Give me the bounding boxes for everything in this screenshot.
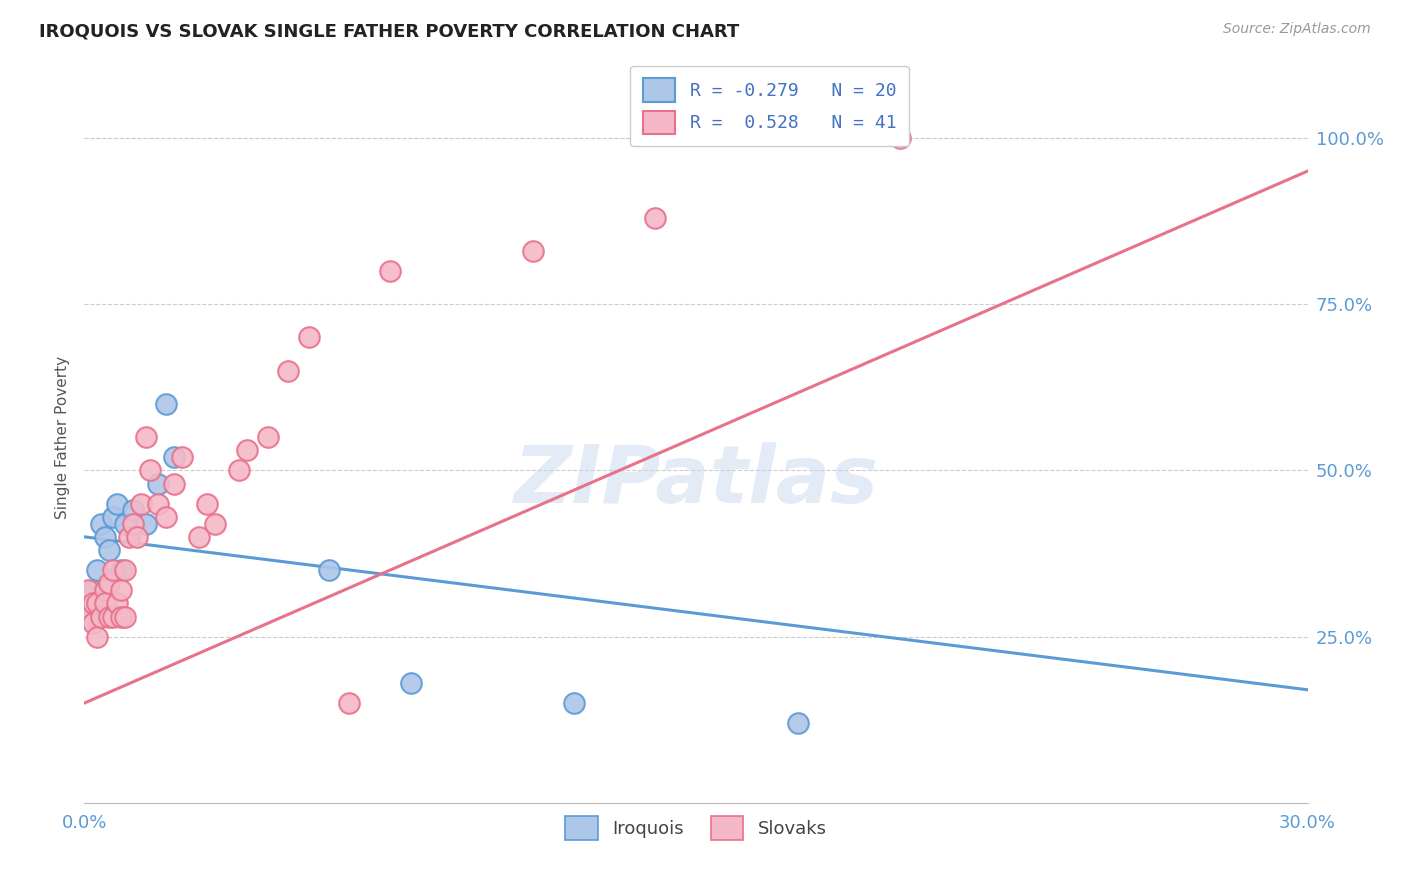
Point (90, 609, 112, 624)
Point (399, 676, 422, 690)
Point (522, 244, 544, 258)
Point (257, 430, 280, 444)
Point (146, 497, 169, 511)
Point (97, 609, 120, 624)
Point (101, 609, 124, 624)
Point (110, 563, 132, 577)
Y-axis label: Single Father Poverty: Single Father Poverty (55, 356, 70, 518)
Point (114, 563, 136, 577)
Point (236, 443, 259, 458)
Point (204, 516, 226, 531)
Point (110, 609, 132, 624)
Point (277, 363, 299, 377)
Point (110, 582, 132, 597)
Point (339, 696, 361, 710)
Point (82, 596, 104, 610)
Point (380, 264, 402, 278)
Point (86, 630, 108, 644)
Point (562, 696, 585, 710)
Point (138, 463, 160, 477)
Point (86, 609, 108, 624)
Point (146, 476, 169, 491)
Point (122, 516, 145, 531)
Point (135, 430, 157, 444)
Point (318, 563, 340, 577)
Text: IROQUOIS VS SLOVAK SINGLE FATHER POVERTY CORRELATION CHART: IROQUOIS VS SLOVAK SINGLE FATHER POVERTY… (39, 22, 740, 40)
Point (93, 582, 115, 597)
Point (77, 582, 100, 597)
Point (77, 609, 100, 624)
Point (131, 497, 153, 511)
Point (82, 582, 104, 597)
Point (118, 530, 141, 544)
Point (889, 131, 911, 145)
Point (105, 596, 128, 610)
Point (163, 450, 186, 464)
Point (228, 463, 250, 477)
Point (101, 509, 124, 524)
Point (101, 563, 124, 577)
Point (644, 211, 666, 225)
Point (155, 397, 177, 411)
Point (77, 596, 100, 610)
Point (787, 716, 810, 731)
Point (90, 516, 112, 531)
Point (105, 497, 128, 511)
Text: ZIPatlas: ZIPatlas (513, 442, 879, 520)
Point (195, 497, 218, 511)
Point (163, 476, 186, 491)
Point (93, 530, 115, 544)
Point (86, 596, 108, 610)
Point (114, 609, 136, 624)
Legend: Iroquois, Slovaks: Iroquois, Slovaks (553, 804, 839, 852)
Point (86, 563, 108, 577)
Point (97, 543, 120, 558)
Point (155, 509, 177, 524)
Point (122, 503, 145, 517)
Point (298, 330, 321, 344)
Point (82, 616, 104, 631)
Point (93, 596, 115, 610)
Point (97, 576, 120, 591)
Point (187, 530, 209, 544)
Point (135, 516, 157, 531)
Text: Source: ZipAtlas.com: Source: ZipAtlas.com (1223, 22, 1371, 37)
Point (127, 530, 149, 544)
Point (172, 450, 194, 464)
Point (114, 516, 136, 531)
